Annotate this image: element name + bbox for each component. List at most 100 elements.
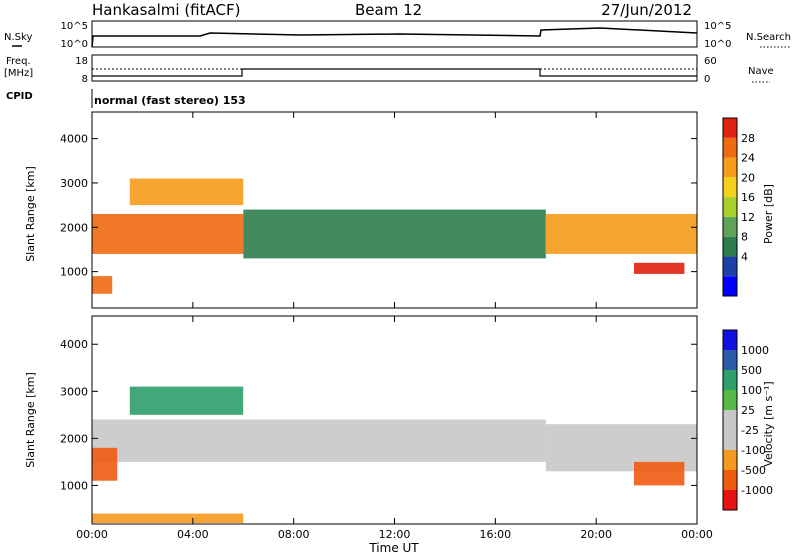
velocity-ylabel: Slant Range [km] xyxy=(24,372,37,468)
velocity-colorbar-tick-3: 25 xyxy=(741,404,755,417)
power-colorbar-tick-4: 12 xyxy=(741,211,755,224)
noise-left-tick-bottom: 10^0 xyxy=(61,39,88,50)
power-colorbar-swatch-3 xyxy=(723,216,737,237)
beam-title: Beam 12 xyxy=(355,1,422,19)
velocity-colorbar-swatch-0 xyxy=(723,490,737,510)
velocity-colorbar-swatch-7 xyxy=(723,350,737,370)
cpid-label: CPID xyxy=(6,91,33,102)
velocity-colorbar-swatch-4 xyxy=(723,410,737,430)
noise-panel: N.Sky 10^5 10^0 10^5 10^0 N.Search xyxy=(4,20,791,50)
velocity-colorbar-swatch-8 xyxy=(723,330,737,350)
power-data xyxy=(92,178,698,294)
freq-label-line2: [MHz] xyxy=(4,68,33,79)
power-band-3 xyxy=(129,178,244,206)
velocity-band-3 xyxy=(634,461,685,486)
velocity-colorbar-tick-2: 100 xyxy=(741,384,762,397)
velocity-y-ticks: 1000 2000 3000 4000 xyxy=(60,338,697,492)
power-band-2 xyxy=(545,214,698,254)
station-title: Hankasalmi (fitACF) xyxy=(92,1,240,19)
power-ytick-label-0: 1000 xyxy=(60,266,88,279)
cpid-text: normal (fast stereo) 153 xyxy=(94,94,246,107)
time-tick-label-3: 12:00 xyxy=(379,528,411,541)
power-colorbar-tick-0: 28 xyxy=(741,132,755,145)
velocity-colorbar-swatch-3 xyxy=(723,430,737,450)
freq-left-tick-bottom: 8 xyxy=(82,74,88,85)
power-colorbar-tick-5: 8 xyxy=(741,231,748,244)
power-band-5 xyxy=(92,276,113,294)
velocity-colorbar-swatch-1 xyxy=(723,470,737,490)
velocity-ytick-label-3: 4000 xyxy=(60,338,88,351)
freq-right-tick-bottom: 0 xyxy=(704,74,710,85)
velocity-ytick-label-2: 3000 xyxy=(60,385,88,398)
time-tick-label-2: 08:00 xyxy=(278,528,310,541)
freq-frame xyxy=(91,54,698,82)
freq-panel: Freq. [MHz] 18 8 60 0 Nave xyxy=(4,54,774,85)
freq-right-tick-top: 60 xyxy=(704,56,717,67)
power-colorbar-swatch-8 xyxy=(723,118,737,138)
power-colorbar-swatch-5 xyxy=(723,177,737,198)
velocity-band-0 xyxy=(92,419,546,462)
noise-right-tick-bottom: 10^0 xyxy=(704,39,731,50)
power-colorbar-label: Power [dB] xyxy=(762,184,775,244)
noise-left-tick-top: 10^5 xyxy=(61,21,88,32)
velocity-colorbar-tick-4: -25 xyxy=(741,424,759,437)
power-colorbar-tick-1: 24 xyxy=(741,152,755,165)
power-ytick-label-3: 4000 xyxy=(60,133,88,146)
nave-trace xyxy=(92,68,697,77)
velocity-ytick-label-0: 1000 xyxy=(60,479,88,492)
time-axis: 00:00 04:00 08:00 12:00 16:00 20:00 00:00 xyxy=(76,112,713,541)
noise-right-label: N.Search xyxy=(746,32,791,43)
power-colorbar-tick-6: 4 xyxy=(741,250,748,263)
velocity-panel: 1000 2000 3000 4000 Slant Range [km] xyxy=(24,315,698,525)
power-colorbar-swatch-2 xyxy=(723,236,737,257)
velocity-colorbar-tick-5: -100 xyxy=(741,444,766,457)
velocity-band-4 xyxy=(92,447,118,481)
velocity-colorbar-frame xyxy=(722,329,738,511)
cpid-panel: CPID normal (fast stereo) 153 xyxy=(6,89,246,108)
power-colorbar: 28 24 20 16 12 8 4 xyxy=(722,117,755,297)
power-colorbar-swatch-4 xyxy=(723,197,737,217)
noise-left-label: N.Sky xyxy=(4,32,32,43)
velocity-band-5 xyxy=(92,513,244,523)
freq-label-line1: Freq. xyxy=(6,56,31,67)
velocity-colorbar-swatch-2 xyxy=(723,450,737,470)
power-colorbar-tick-3: 16 xyxy=(741,191,755,204)
power-colorbar-swatch-1 xyxy=(723,256,737,277)
date-title: 27/Jun/2012 xyxy=(601,1,692,19)
velocity-colorbar-label: Velocity [m s⁻¹] xyxy=(762,381,775,466)
power-band-1 xyxy=(243,209,546,259)
velocity-colorbar-tick-1: 500 xyxy=(741,364,762,377)
nave-label: Nave xyxy=(748,66,774,77)
time-tick-label-0: 00:00 xyxy=(76,528,108,541)
velocity-colorbar-swatch-5 xyxy=(723,390,737,410)
power-band-0 xyxy=(92,214,244,254)
noise-right-tick-top: 10^5 xyxy=(704,21,731,32)
velocity-colorbar: 1000 500 100 25 -25 -100 -500 -1000 xyxy=(722,329,773,511)
power-colorbar-swatch-6 xyxy=(723,157,737,178)
time-tick-label-4: 16:00 xyxy=(479,528,511,541)
power-ytick-label-2: 3000 xyxy=(60,177,88,190)
power-ylabel: Slant Range [km] xyxy=(24,166,37,262)
velocity-colorbar-swatch-6 xyxy=(723,370,737,390)
velocity-ytick-label-1: 2000 xyxy=(60,432,88,445)
power-colorbar-tick-2: 20 xyxy=(741,171,755,184)
velocity-colorbar-tick-7: -1000 xyxy=(741,484,773,497)
power-ytick-label-1: 2000 xyxy=(60,221,88,234)
power-colorbar-swatch-0 xyxy=(723,276,737,296)
velocity-band-2 xyxy=(129,386,244,415)
time-tick-label-6: 00:00 xyxy=(681,528,713,541)
velocity-data xyxy=(92,386,698,523)
time-axis-label: Time UT xyxy=(368,541,419,554)
time-tick-label-5: 20:00 xyxy=(580,528,612,541)
velocity-colorbar-tick-6: -500 xyxy=(741,464,766,477)
noise-frame xyxy=(91,20,698,48)
power-colorbar-frame xyxy=(722,117,738,297)
noise-sky-trace xyxy=(91,27,698,48)
time-tick-label-1: 04:00 xyxy=(177,528,209,541)
freq-left-tick-top: 18 xyxy=(75,56,88,67)
power-panel: 1000 2000 3000 4000 Slant Range [km] xyxy=(24,111,698,309)
power-colorbar-swatch-7 xyxy=(723,137,737,158)
power-y-ticks: 1000 2000 3000 4000 xyxy=(60,133,697,279)
power-band-4 xyxy=(634,262,685,274)
